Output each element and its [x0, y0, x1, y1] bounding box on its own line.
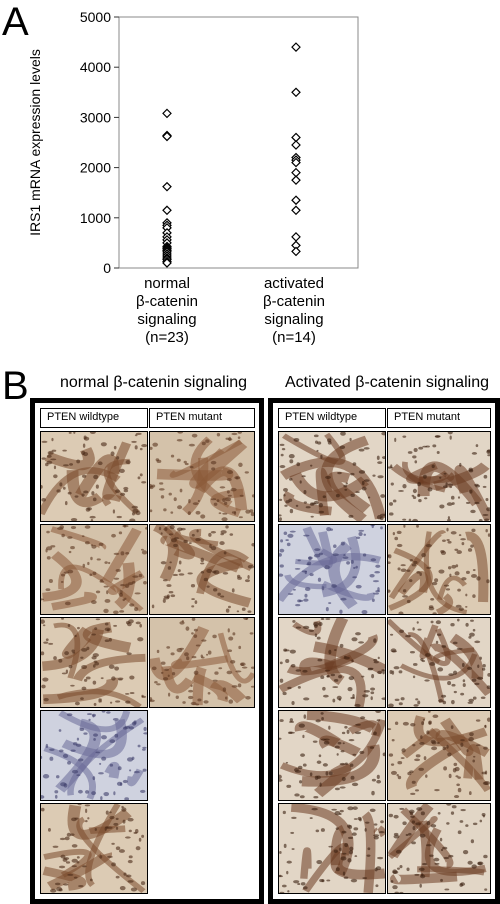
- group-label-normal: normal β-catenin signaling (n=23): [107, 275, 227, 347]
- data-point-diamond: [291, 232, 301, 242]
- data-point-diamond: [291, 42, 301, 52]
- micrograph-activated-wildtype: [278, 803, 386, 894]
- panel-b-letter: B: [2, 364, 29, 408]
- left-section-title: normal β-catenin signaling: [60, 374, 248, 391]
- micrograph-normal-wildtype: [40, 803, 148, 894]
- y-tick-label: 1000: [80, 210, 111, 226]
- normal-signaling-frame: PTEN wildtype PTEN mutant: [30, 398, 264, 904]
- data-point-diamond: [291, 246, 301, 257]
- group-label-activated: activated β-catenin signaling (n=14): [234, 275, 354, 347]
- micrograph-normal-mutant: [149, 431, 255, 522]
- group-label-normal-line3: signaling: [137, 311, 197, 328]
- data-point-diamond: [162, 181, 172, 192]
- right-col-header-mutant: PTEN mutant: [387, 408, 491, 428]
- micrograph-activated-wildtype: [278, 710, 386, 801]
- left-col-header-mutant: PTEN mutant: [149, 408, 255, 428]
- y-tick-label: 3000: [80, 109, 111, 125]
- group-label-normal-line2: β-catenin: [136, 293, 198, 310]
- data-point-diamond: [162, 258, 172, 268]
- data-point-diamond: [162, 205, 172, 216]
- y-tick-label: 5000: [80, 9, 111, 25]
- data-point-diamond: [162, 108, 172, 119]
- micrograph-activated-wildtype: [278, 617, 386, 708]
- data-point-diamond: [162, 131, 172, 142]
- y-tick-label: 0: [103, 260, 111, 276]
- micrograph-activated-wildtype: [278, 431, 386, 522]
- micrograph-activated-mutant: [387, 524, 491, 615]
- micrograph-activated-mutant: [387, 710, 491, 801]
- group-label-activated-line1: activated: [263, 275, 325, 292]
- plot-frame: [118, 16, 359, 269]
- micrograph-normal-mutant: [149, 524, 255, 615]
- data-point-diamond: [291, 87, 301, 98]
- micrograph-activated-mutant: [387, 803, 491, 894]
- micrograph-activated-mutant: [387, 617, 491, 708]
- activated-signaling-frame: PTEN wildtype PTEN mutant: [268, 398, 500, 904]
- micrograph-normal-mutant: [149, 617, 255, 708]
- data-point-diamond: [291, 157, 301, 168]
- right-col-header-wildtype: PTEN wildtype: [278, 408, 386, 428]
- group-label-normal-line4: (n=23): [145, 329, 189, 346]
- data-point-diamond: [291, 175, 301, 185]
- irs1-scatter-chart: 0 1000 2000 3000 4000 5000 IRS1 mRNA expressio…: [27, 9, 359, 276]
- left-col-header-wildtype: PTEN wildtype: [40, 408, 148, 428]
- y-tick-label: 2000: [80, 160, 111, 176]
- right-section-title: Activated β-catenin signaling: [285, 374, 489, 391]
- micrograph-normal-wildtype: [40, 617, 148, 708]
- micrograph-normal-wildtype: [40, 431, 148, 522]
- group-label-normal-line1: normal: [144, 275, 190, 292]
- micrograph-normal-wildtype: [40, 710, 148, 801]
- group-label-activated-line2: β-catenin: [263, 293, 325, 310]
- data-point-diamond: [291, 195, 301, 206]
- micrograph-activated-wildtype: [278, 524, 386, 615]
- y-tick-label: 4000: [80, 59, 111, 75]
- group-label-activated-line3: signaling: [264, 311, 324, 328]
- micrograph-normal-wildtype: [40, 524, 148, 615]
- group-label-activated-line4: (n=14): [272, 329, 316, 346]
- panel-a-letter: A: [2, 0, 29, 44]
- micrograph-activated-mutant: [387, 431, 491, 522]
- y-axis-label: IRS1 mRNA expression levels: [27, 49, 43, 236]
- data-point-diamond: [291, 140, 301, 150]
- data-point-diamond: [291, 205, 301, 216]
